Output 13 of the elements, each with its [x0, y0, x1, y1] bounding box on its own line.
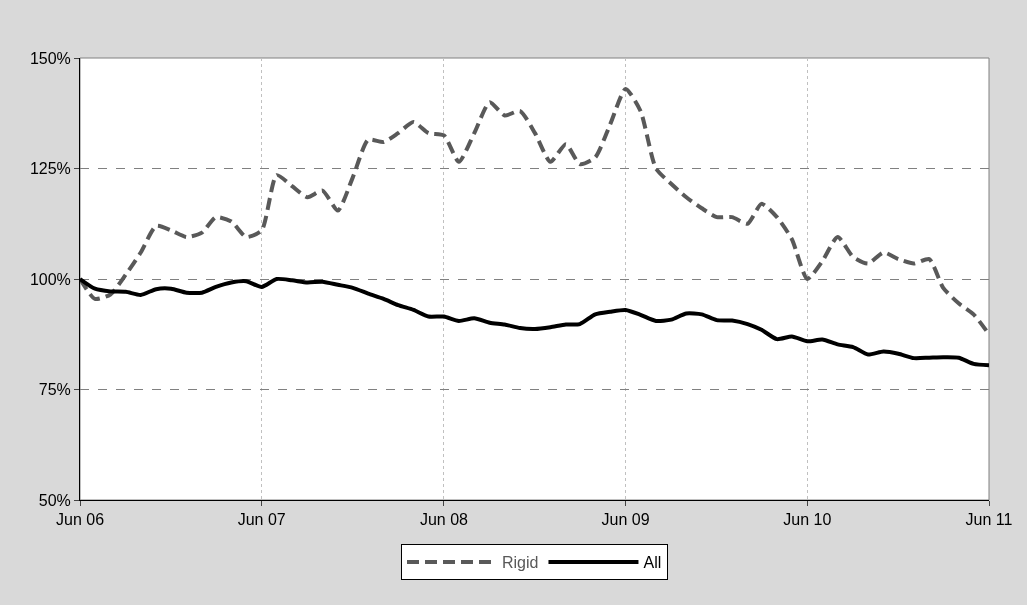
y-tick-label: 125% — [29, 160, 71, 178]
x-tick-label: Jun 08 — [419, 511, 469, 529]
x-tick-label: Jun 09 — [601, 511, 650, 529]
x-tick-label: Jun 06 — [55, 511, 105, 529]
y-tick-label: 100% — [29, 270, 71, 288]
y-tick-label: 50% — [38, 491, 71, 509]
y-tick-label: 75% — [38, 381, 71, 399]
text: Rigid — [502, 554, 539, 572]
x-tick-label: Jun 11 — [965, 511, 1013, 529]
x-tick-label: Jun 10 — [783, 511, 832, 529]
y-tick-label: 150% — [29, 49, 71, 67]
text: All — [643, 554, 662, 572]
x-tick-label: Jun 07 — [237, 511, 286, 529]
